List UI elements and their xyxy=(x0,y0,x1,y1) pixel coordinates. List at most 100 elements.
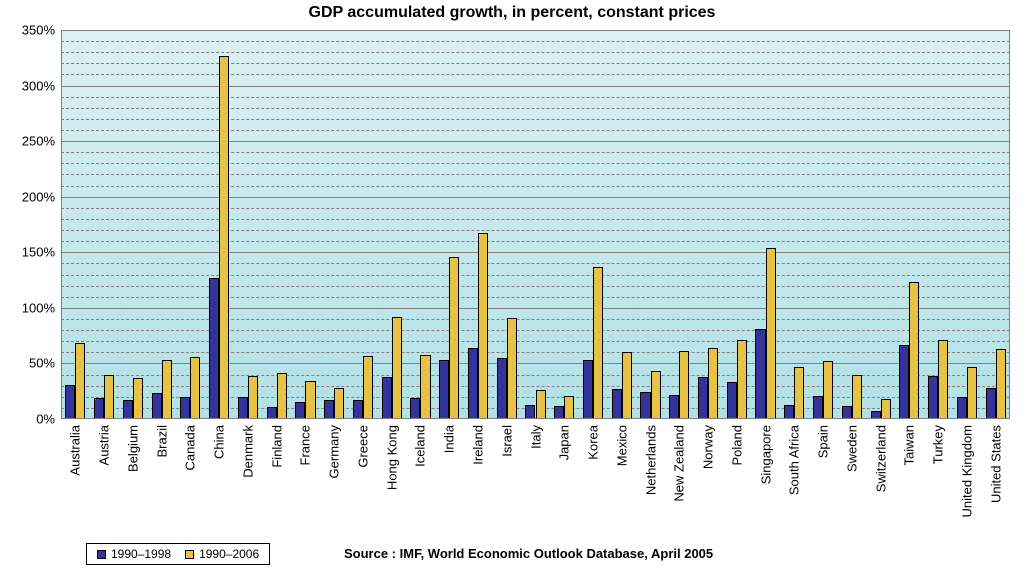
bar-1990-2006-israel xyxy=(507,318,517,419)
bar-1990-1998-singapore xyxy=(755,329,765,419)
y-tick-label: 150% xyxy=(22,245,55,260)
x-tick-label: Canada xyxy=(183,425,198,471)
x-tick-label: Iceland xyxy=(413,425,428,467)
bar-1990-2006-ireland xyxy=(478,233,488,419)
legend-label: 1990–1998 xyxy=(111,547,171,561)
x-tick-label: Poland xyxy=(729,425,744,465)
x-tick-label: Ireland xyxy=(470,425,485,465)
legend-item: 1990–1998 xyxy=(97,547,171,561)
x-tick-label: Israel xyxy=(499,425,514,457)
bar-1990-2006-singapore xyxy=(766,248,776,419)
x-tick-label: Singapore xyxy=(758,425,773,484)
bar-1990-1998-finland xyxy=(267,407,277,419)
x-tick-label: Korea xyxy=(586,425,601,460)
bar-1990-1998-sweden xyxy=(842,406,852,419)
bar-1990-2006-canada xyxy=(190,357,200,419)
x-tick-label: Taiwan xyxy=(902,425,917,465)
bar-1990-1998-taiwan xyxy=(899,345,909,419)
bar-1990-2006-australia xyxy=(75,343,85,419)
bar-1990-1998-spain xyxy=(813,396,823,419)
bar-1990-2006-hong-kong xyxy=(392,317,402,419)
y-tick-label: 100% xyxy=(22,300,55,315)
x-tick-label: Greece xyxy=(355,425,370,468)
bar-1990-1998-norway xyxy=(698,377,708,419)
x-tick-label: Mexico xyxy=(614,425,629,466)
bar-1990-2006-south-africa xyxy=(794,367,804,419)
legend-label: 1990–2006 xyxy=(199,547,259,561)
bar-1990-2006-japan xyxy=(564,396,574,419)
x-tick-label: Netherlands xyxy=(643,425,658,495)
x-tick-label: Hong Kong xyxy=(384,425,399,490)
bar-1990-2006-belgium xyxy=(133,378,143,419)
x-tick-label: Austria xyxy=(97,425,112,465)
y-axis-ticks: 0%50%100%150%200%250%300%350% xyxy=(0,30,61,419)
bar-1990-1998-poland xyxy=(727,382,737,419)
gdp-growth-chart: GDP accumulated growth, in percent, cons… xyxy=(0,0,1024,572)
bar-1990-2006-india xyxy=(449,257,459,419)
bar-1990-1998-iceland xyxy=(410,398,420,419)
y-tick-label: 50% xyxy=(29,356,55,371)
bar-1990-2006-korea xyxy=(593,267,603,419)
legend-item: 1990–2006 xyxy=(185,547,259,561)
y-tick-label: 350% xyxy=(22,23,55,38)
bar-1990-2006-brazil xyxy=(162,360,172,419)
bar-1990-1998-ireland xyxy=(468,348,478,419)
x-tick-label: Finland xyxy=(269,425,284,468)
bar-1990-2006-turkey xyxy=(938,340,948,419)
bar-1990-1998-india xyxy=(439,360,449,419)
bar-1990-1998-china xyxy=(209,278,219,419)
bar-1990-1998-france xyxy=(295,402,305,419)
x-tick-label: Australia xyxy=(68,425,83,476)
bar-1990-2006-iceland xyxy=(420,355,430,419)
bar-1990-1998-new-zealand xyxy=(669,395,679,419)
bar-1990-1998-united-kingdom xyxy=(957,397,967,419)
bar-1990-2006-denmark xyxy=(248,376,258,419)
bar-1990-2006-norway xyxy=(708,348,718,419)
x-tick-label: India xyxy=(442,425,457,453)
x-tick-label: China xyxy=(212,425,227,459)
bar-1990-1998-belgium xyxy=(123,400,133,419)
bar-1990-2006-switzerland xyxy=(881,399,891,419)
bar-1990-2006-netherlands xyxy=(651,371,661,419)
bar-1990-2006-new-zealand xyxy=(679,351,689,419)
bars-layer xyxy=(61,30,1010,419)
x-axis-ticks: AustraliaAustriaBelgiumBrazilCanadaChina… xyxy=(61,419,1010,539)
bar-1990-1998-canada xyxy=(180,397,190,419)
chart-footer: 1990–1998 1990–2006 Source : IMF, World E… xyxy=(0,540,1024,570)
bar-1990-1998-japan xyxy=(554,406,564,419)
bar-1990-1998-hong-kong xyxy=(382,377,392,419)
bar-1990-1998-australia xyxy=(65,385,75,419)
y-tick-label: 300% xyxy=(22,78,55,93)
legend-swatch xyxy=(97,550,106,559)
x-tick-label: Switzerland xyxy=(873,425,888,492)
x-tick-label: Spain xyxy=(816,425,831,458)
bar-1990-1998-turkey xyxy=(928,376,938,419)
bar-1990-1998-switzerland xyxy=(871,411,881,419)
bar-1990-1998-netherlands xyxy=(640,392,650,419)
y-tick-label: 200% xyxy=(22,189,55,204)
bar-1990-2006-italy xyxy=(536,390,546,419)
bar-1990-2006-united-kingdom xyxy=(967,367,977,419)
x-tick-label: Turkey xyxy=(931,425,946,464)
x-tick-label: Japan xyxy=(557,425,572,460)
x-tick-label: Denmark xyxy=(240,425,255,478)
bar-1990-2006-china xyxy=(219,56,229,419)
bar-1990-2006-france xyxy=(305,381,315,419)
x-tick-label: Germany xyxy=(327,425,342,478)
bar-1990-2006-poland xyxy=(737,340,747,419)
bar-1990-2006-greece xyxy=(363,356,373,419)
x-tick-label: United Kingdom xyxy=(959,425,974,518)
x-tick-label: South Africa xyxy=(787,425,802,495)
y-tick-label: 0% xyxy=(36,412,55,427)
x-tick-label: United States xyxy=(988,425,1003,503)
x-tick-label: Norway xyxy=(701,425,716,469)
legend: 1990–1998 1990–2006 xyxy=(86,543,270,565)
source-text: Source : IMF, World Economic Outlook Dat… xyxy=(344,546,713,561)
bar-1990-2006-mexico xyxy=(622,352,632,419)
bar-1990-1998-italy xyxy=(525,405,535,419)
x-tick-label: Sweden xyxy=(844,425,859,472)
bar-1990-1998-israel xyxy=(497,358,507,419)
bar-1990-2006-taiwan xyxy=(909,282,919,419)
chart-title: GDP accumulated growth, in percent, cons… xyxy=(0,4,1024,22)
x-tick-label: Belgium xyxy=(125,425,140,472)
